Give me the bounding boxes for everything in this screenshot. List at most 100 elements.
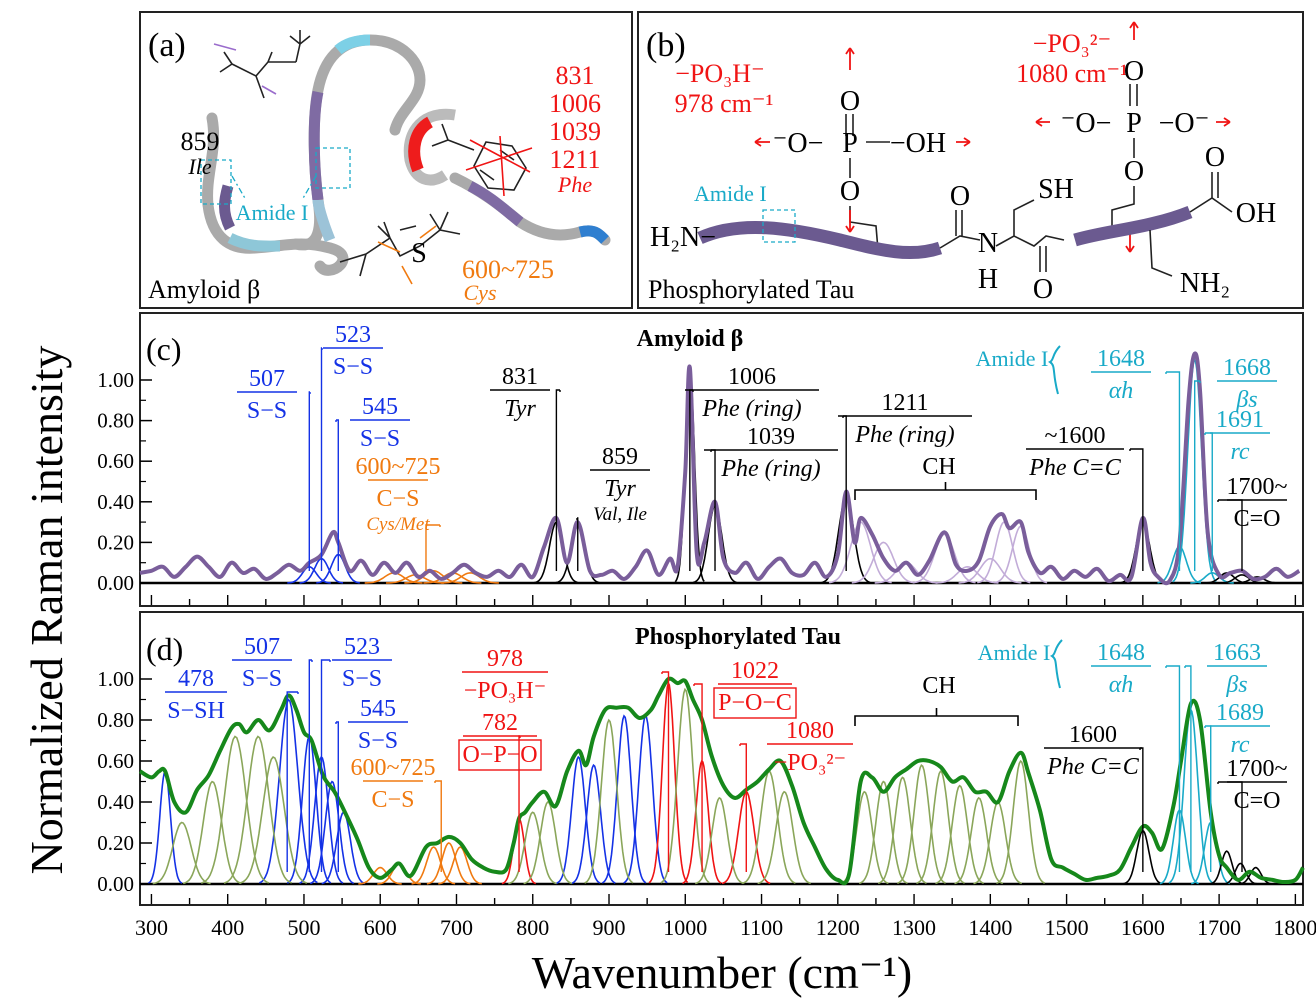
panel-b: (b) −PO₃H⁻ 978 cm⁻¹ −PO₃²⁻ 1080 cm⁻¹ O ⁻… bbox=[638, 12, 1303, 308]
phe-value-1039: 1039 bbox=[549, 117, 601, 146]
ile-name: Ile bbox=[187, 154, 211, 179]
atom-n: N bbox=[978, 228, 998, 259]
atom-o-minus-right-b: −O⁻ bbox=[1159, 108, 1210, 139]
annotation-name: Phe C=C bbox=[1028, 455, 1122, 481]
annotation-value: 478 bbox=[178, 666, 214, 692]
annotation-name: Phe (ring) bbox=[720, 456, 820, 482]
phe-values: 831 1006 1039 1211 Phe bbox=[549, 61, 601, 197]
x-tick-label: 1500 bbox=[1045, 915, 1089, 940]
annotation-name: βs bbox=[1225, 672, 1247, 698]
annotation-value: 1080 bbox=[786, 718, 834, 744]
atom-nh2: NH₂ bbox=[1180, 268, 1230, 299]
annotation-name: C−S bbox=[372, 787, 415, 813]
y-tick-label: 0.20 bbox=[97, 831, 134, 855]
atom-o-acid: O bbox=[1205, 142, 1225, 173]
x-tick-label: 500 bbox=[287, 915, 320, 940]
annotation-value: 1211 bbox=[881, 390, 928, 416]
annotation-value: 1691 bbox=[1216, 407, 1264, 433]
annotation-name: S−S bbox=[247, 398, 287, 424]
fit-peak bbox=[913, 534, 976, 582]
annotation-value: 1689 bbox=[1216, 700, 1264, 726]
atom-o-top-left: O bbox=[840, 86, 860, 117]
annotation-value: 523 bbox=[335, 322, 371, 348]
annotation-value: 1648 bbox=[1097, 346, 1145, 372]
tau-bonds bbox=[940, 172, 1232, 276]
annotation-leader bbox=[435, 781, 441, 872]
s-atom: S bbox=[411, 238, 427, 269]
y-tick-label: 0.40 bbox=[97, 490, 134, 514]
backbone-segment-3 bbox=[338, 40, 370, 50]
x-tick-label: 300 bbox=[135, 915, 168, 940]
annotation-name: C=O bbox=[1234, 506, 1281, 532]
annotation-name: P−O−C bbox=[718, 690, 792, 716]
amide-brace bbox=[1052, 640, 1062, 688]
annotation-name: S−SH bbox=[167, 698, 225, 724]
x-axis-label: Wavenumber (cm⁻¹) bbox=[532, 947, 913, 998]
annotation-name: S−S bbox=[358, 728, 398, 754]
po3h-group: −PO₃H⁻ bbox=[675, 59, 764, 88]
x-tick-label: 1800 bbox=[1273, 915, 1316, 940]
atom-o-keto: O bbox=[1033, 274, 1053, 305]
annotation-value: 1700~ bbox=[1227, 474, 1288, 500]
annotation-name: S−S bbox=[333, 354, 373, 380]
x-tick-label: 700 bbox=[440, 915, 473, 940]
y-tick-label: 0.80 bbox=[97, 708, 134, 732]
panel-d-label: (d) bbox=[146, 631, 183, 667]
y-tick-label: 0.00 bbox=[97, 571, 134, 595]
y-tick-label: 1.00 bbox=[97, 667, 134, 691]
phe-value-1211: 1211 bbox=[549, 145, 600, 174]
annotation-name: −PO₃H⁻ bbox=[464, 678, 547, 704]
atom-p-right: P bbox=[1126, 108, 1142, 139]
y-tick-label: 0.60 bbox=[97, 749, 134, 773]
annotation-name: O−P−O bbox=[462, 742, 537, 768]
cys-sidechain bbox=[340, 212, 460, 276]
x-ticks: 300 400 500 600 700 800 900 1000 1100 1200 1300 140… bbox=[135, 915, 1316, 940]
atom-oh-left: −OH bbox=[890, 128, 946, 159]
annotation-value: 978 bbox=[487, 646, 523, 672]
po3h-freq: 978 cm⁻¹ bbox=[675, 89, 774, 118]
annotation-name: S−S bbox=[242, 666, 282, 692]
annotation-value: 831 bbox=[502, 364, 538, 390]
annotation-value: 523 bbox=[344, 634, 380, 660]
annotation-name: Phe (ring) bbox=[701, 396, 801, 422]
annotation-value: CH bbox=[922, 454, 955, 480]
annotation-value: 507 bbox=[249, 366, 285, 392]
annotation-name: Tyr bbox=[604, 476, 636, 502]
annotation-value: 782 bbox=[482, 710, 518, 736]
panel-a: (a) 859 bbox=[140, 12, 632, 308]
panel-d-title: Phosphorylated Tau bbox=[635, 624, 841, 650]
phe-value-831: 831 bbox=[556, 61, 595, 90]
y-tick-label: 0.20 bbox=[97, 530, 134, 554]
x-tick-label: 1700 bbox=[1197, 915, 1241, 940]
atom-o-ester-left: O bbox=[840, 176, 860, 207]
y-tick-label: 1.00 bbox=[97, 368, 134, 392]
x-tick-label: 1600 bbox=[1121, 915, 1165, 940]
tau-backbone-left bbox=[700, 227, 940, 252]
annotation-value: Amide I bbox=[976, 346, 1049, 371]
cys-name: Cys bbox=[464, 280, 497, 305]
ch-bracket bbox=[855, 482, 1036, 500]
annotation-sub: Cys/Met bbox=[366, 514, 430, 535]
y-tick-label: 0.80 bbox=[97, 409, 134, 433]
panel-a-name: Amyloid β bbox=[148, 275, 260, 304]
fit-peak bbox=[148, 771, 182, 883]
atom-h2n: H₂N− bbox=[650, 222, 716, 253]
atom-o-minus-left: ⁻O− bbox=[773, 128, 824, 159]
annotation-leader bbox=[577, 518, 578, 571]
backbone-segment-4 bbox=[580, 231, 605, 240]
annotation-value: 600~725 bbox=[351, 755, 436, 781]
chart: (c) (d) Amyloid β Phosphorylated Tau 0.0… bbox=[21, 313, 1316, 998]
fit-peak bbox=[955, 798, 1003, 884]
po3-freq: 1080 cm⁻¹ bbox=[1016, 59, 1128, 88]
fit-peak bbox=[974, 802, 1022, 884]
annotation-value: 1039 bbox=[747, 424, 795, 450]
backbone-helix bbox=[225, 186, 231, 228]
annotation-name: rc bbox=[1230, 732, 1249, 758]
annotation-value: 1663 bbox=[1213, 640, 1261, 666]
annotation-value: CH bbox=[922, 673, 955, 699]
annotation-value: 859 bbox=[602, 444, 638, 470]
ile-value: 859 bbox=[181, 127, 220, 156]
ch-bracket bbox=[855, 708, 1018, 726]
annotation-name: S−S bbox=[342, 666, 382, 692]
fit-peak bbox=[322, 812, 365, 883]
